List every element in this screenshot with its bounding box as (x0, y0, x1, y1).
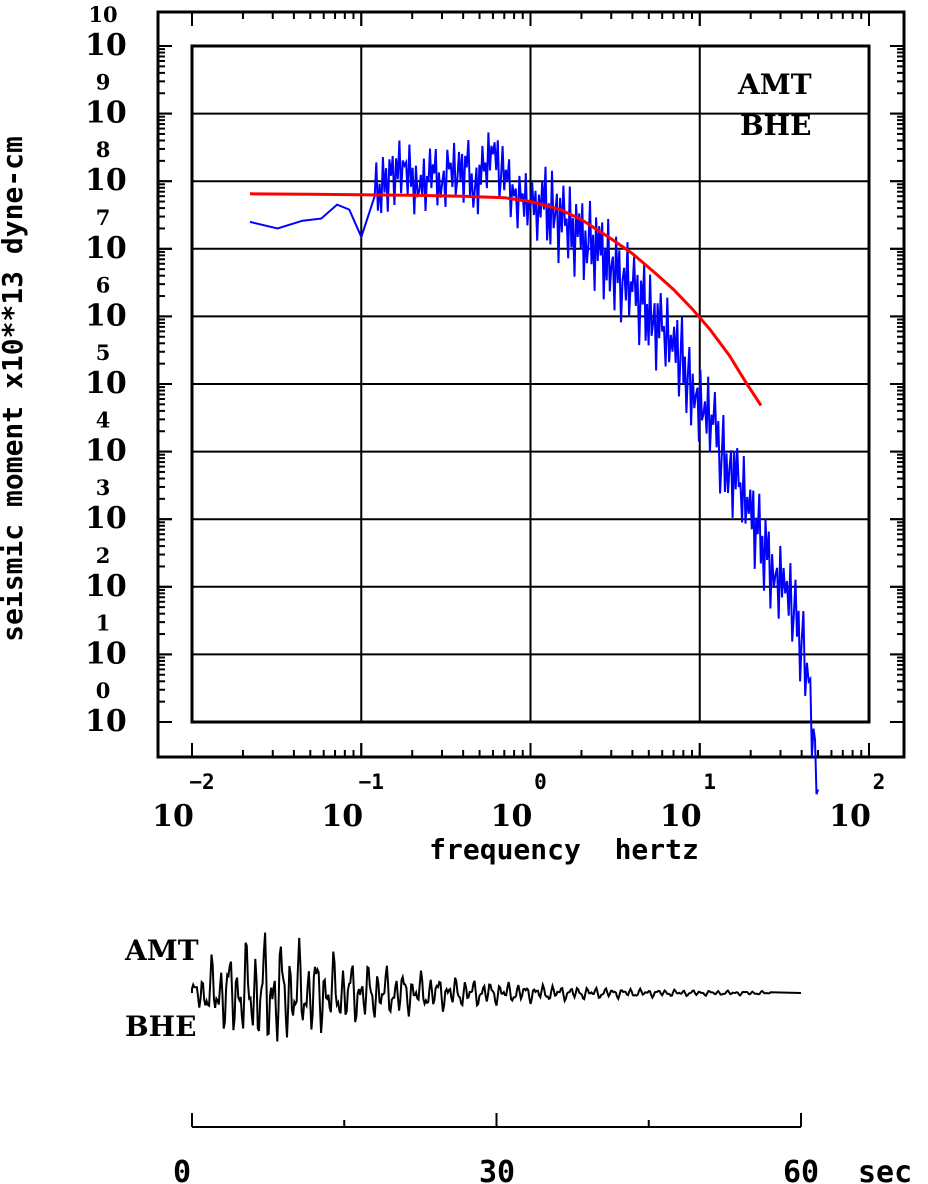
time-tick-label-0: 0 (173, 1155, 191, 1184)
axis-ticks (158, 12, 904, 757)
x-tick-label-exponent: 1 (703, 770, 716, 794)
x-tick-label-base: 10 (491, 799, 533, 834)
y-tick-label-exponent: 5 (96, 340, 111, 365)
spectrum-component-label: BHE (740, 109, 811, 142)
y-tick-label-exponent: 3 (96, 475, 111, 500)
time-tick-label-60: 60 (783, 1155, 819, 1184)
x-tick-label-exponent: 0 (534, 770, 547, 794)
y-tick-label-exponent: 9 (96, 70, 111, 95)
y-tick-label-exponent: 1 (96, 610, 111, 635)
y-tick-label-base: 10 (85, 636, 127, 671)
x-tick-label-exponent: −1 (359, 770, 384, 794)
y-tick-label-base: 10 (85, 704, 127, 739)
y-tick-label-base: 10 (85, 231, 127, 266)
y-tick-label-base: 10 (85, 434, 127, 469)
x-tick-label-base: 10 (660, 799, 702, 834)
x-tick-label-base: 10 (321, 799, 363, 834)
time-tick-label-30: 30 (479, 1155, 515, 1184)
x-tick-label-exponent: 2 (873, 770, 886, 794)
y-tick-label-exponent: 4 (96, 408, 111, 433)
y-tick-label-exponent: 0 (96, 678, 111, 703)
x-tick-label-base: 10 (152, 799, 194, 834)
seismogram-component-label: BHE (125, 1010, 196, 1043)
y-tick-label-exponent: 8 (96, 137, 111, 162)
y-tick-label-base: 10 (85, 28, 127, 63)
model-fit-series-red (249, 192, 763, 407)
gridlines (191, 45, 870, 723)
seismogram-station-label: AMT (124, 934, 199, 967)
y-tick-label-exponent: 7 (96, 205, 111, 230)
seismogram-trace (191, 932, 802, 1042)
y-tick-label-exponent: 10 (88, 2, 117, 27)
y-tick-label-base: 10 (85, 569, 127, 604)
time-axis-ticks (191, 1113, 802, 1127)
spectrum-series-blue (249, 132, 820, 795)
x-tick-label-base: 10 (829, 799, 871, 834)
y-tick-label-base: 10 (85, 96, 127, 131)
y-tick-label-base: 10 (85, 163, 127, 198)
x-axis-label: frequency hertz (429, 833, 699, 866)
y-tick-label-base: 10 (85, 298, 127, 333)
y-tick-label-base: 10 (85, 501, 127, 536)
time-unit-label: sec (858, 1155, 912, 1184)
y-tick-label-exponent: 6 (96, 272, 111, 297)
y-tick-label-exponent: 2 (96, 543, 111, 568)
y-tick-label-base: 10 (85, 366, 127, 401)
spectrum-station-label: AMT (737, 68, 812, 101)
x-tick-label-exponent: −2 (189, 770, 214, 794)
y-axis-label: seismic moment x10**13 dyne-cm (0, 136, 29, 642)
